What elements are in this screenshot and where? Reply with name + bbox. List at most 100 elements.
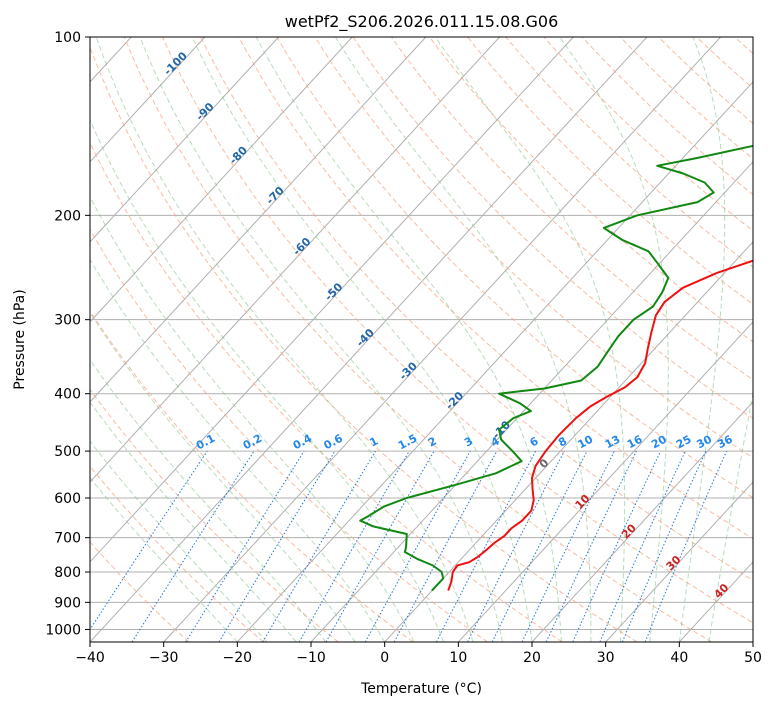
moist-adiabat <box>90 477 238 642</box>
isotherm-line <box>531 401 753 642</box>
isotherm-line <box>310 161 753 642</box>
x-axis-label: Temperature (°C) <box>360 681 482 697</box>
mixing-ratio-label: 30 <box>694 433 714 452</box>
dry-adiabat <box>696 37 753 89</box>
dry-adiabat-label: -40 <box>354 326 377 349</box>
mixing-ratio-line <box>644 450 728 642</box>
isotherm-line <box>384 241 753 642</box>
isotherm-line <box>90 37 648 642</box>
moist-adiabat-label: 20 <box>619 521 639 541</box>
moist-adiabat <box>90 311 356 642</box>
mixing-ratio-line <box>131 450 255 642</box>
dry-adiabat <box>123 37 712 642</box>
mixing-ratio-line <box>521 450 615 642</box>
dewpoint-profile <box>359 144 753 592</box>
dry-adiabat <box>276 37 753 499</box>
y-tick-label: 600 <box>54 491 81 507</box>
dry-adiabat-label: -80 <box>227 144 250 167</box>
moist-adiabat <box>90 440 268 642</box>
y-tick-label: 300 <box>54 313 81 329</box>
dry-adiabat-label: -50 <box>322 280 345 303</box>
isotherm-line <box>90 37 206 163</box>
dry-adiabat-label: -60 <box>290 235 313 258</box>
y-tick-label: 500 <box>54 444 81 460</box>
isotherm-line <box>236 81 753 642</box>
mixing-ratio-label: 20 <box>649 433 669 452</box>
dry-adiabat <box>200 37 753 581</box>
y-tick-label: 800 <box>54 565 81 581</box>
dry-adiabat <box>734 37 753 55</box>
dry-adiabat <box>352 37 753 420</box>
dry-adiabat-label: -30 <box>397 359 420 382</box>
moist-adiabat <box>255 37 562 642</box>
dry-adiabat <box>90 388 339 642</box>
x-tick-label: 50 <box>744 650 762 666</box>
mixing-ratio-line <box>90 450 208 631</box>
mixing-ratio-label: 6 <box>528 434 541 449</box>
moist-adiabat-label: 10 <box>573 492 593 512</box>
moist-adiabat <box>95 37 474 642</box>
moist-adiabat <box>434 37 626 642</box>
mixing-ratio-label: 3 <box>462 434 475 449</box>
dry-adiabat <box>543 37 753 232</box>
mixing-ratio-label: 1.5 <box>396 432 419 453</box>
mixing-ratio-line <box>621 450 707 642</box>
isotherm-line <box>678 561 753 642</box>
isotherm-line <box>0 37 58 642</box>
isotherm-line <box>90 37 574 563</box>
mixing-ratio-line <box>545 450 637 642</box>
x-tick-label: 30 <box>597 650 615 666</box>
dry-adiabat <box>429 37 753 343</box>
moist-adiabat <box>191 37 533 642</box>
isotherm-line <box>163 37 721 642</box>
mixing-ratio-label: 1 <box>367 434 380 449</box>
isotherm-line <box>752 641 753 642</box>
dry-adiabat <box>90 46 638 642</box>
moist-adiabat <box>90 401 297 642</box>
mixing-ratio-label: 0.4 <box>291 432 315 453</box>
mixing-ratio-label: 0.2 <box>241 432 264 453</box>
dry-adiabat <box>467 37 753 305</box>
x-tick-label: −10 <box>296 650 326 666</box>
y-tick-label: 700 <box>54 531 81 547</box>
mixing-ratio-line <box>218 450 336 642</box>
isotherm-line <box>90 37 427 403</box>
mixing-ratio-line <box>185 450 305 642</box>
dry-adiabat-label: -70 <box>264 184 287 207</box>
mixing-ratio-label: 25 <box>674 433 694 452</box>
moist-adiabat <box>139 37 503 642</box>
x-tick-label: −40 <box>75 650 105 666</box>
mixing-ratio-label: 0.1 <box>194 432 217 453</box>
isotherm-line <box>90 37 500 483</box>
isotherm-line <box>605 481 753 642</box>
moist-adiabat <box>559 37 669 642</box>
plot-frame <box>89 36 754 643</box>
plot-area: 0.1 0.2 0.4 0.6 1 1.5 2 3 4 6 8 10 13 16 20 25 30 36-100-… <box>0 36 754 643</box>
moist-adiabat <box>708 390 753 642</box>
mixing-ratio-line <box>364 450 471 642</box>
mixing-ratio-line <box>491 450 588 642</box>
mixing-ratio-label: 13 <box>603 433 623 452</box>
y-axis-label: Pressure (hPa) <box>12 289 28 389</box>
dry-adiabat <box>90 465 264 642</box>
chart-title: wetPf2_S206.2026.011.15.08.G06 <box>285 12 559 32</box>
mixing-ratio-line <box>435 450 537 642</box>
moist-adiabat <box>678 37 726 642</box>
dry-adiabat <box>238 37 753 540</box>
dry-adiabat <box>90 309 414 642</box>
moist-adiabat <box>90 118 445 642</box>
moist-adiabat <box>90 258 386 642</box>
mixing-ratio-line <box>393 450 498 642</box>
dry-adiabat-label: -100 <box>161 49 190 78</box>
y-tick-label: 1000 <box>45 622 81 638</box>
x-tick-label: 10 <box>449 650 467 666</box>
x-tick-label: −20 <box>223 650 253 666</box>
mixing-ratio-line <box>467 450 565 642</box>
mixing-ratio-line <box>325 450 435 642</box>
moist-adiabat-label: 40 <box>711 581 731 601</box>
isotherm-line <box>457 321 753 642</box>
moist-adiabat <box>335 37 592 642</box>
x-tick-label: 0 <box>380 650 389 666</box>
y-tick-label: 100 <box>54 30 81 46</box>
